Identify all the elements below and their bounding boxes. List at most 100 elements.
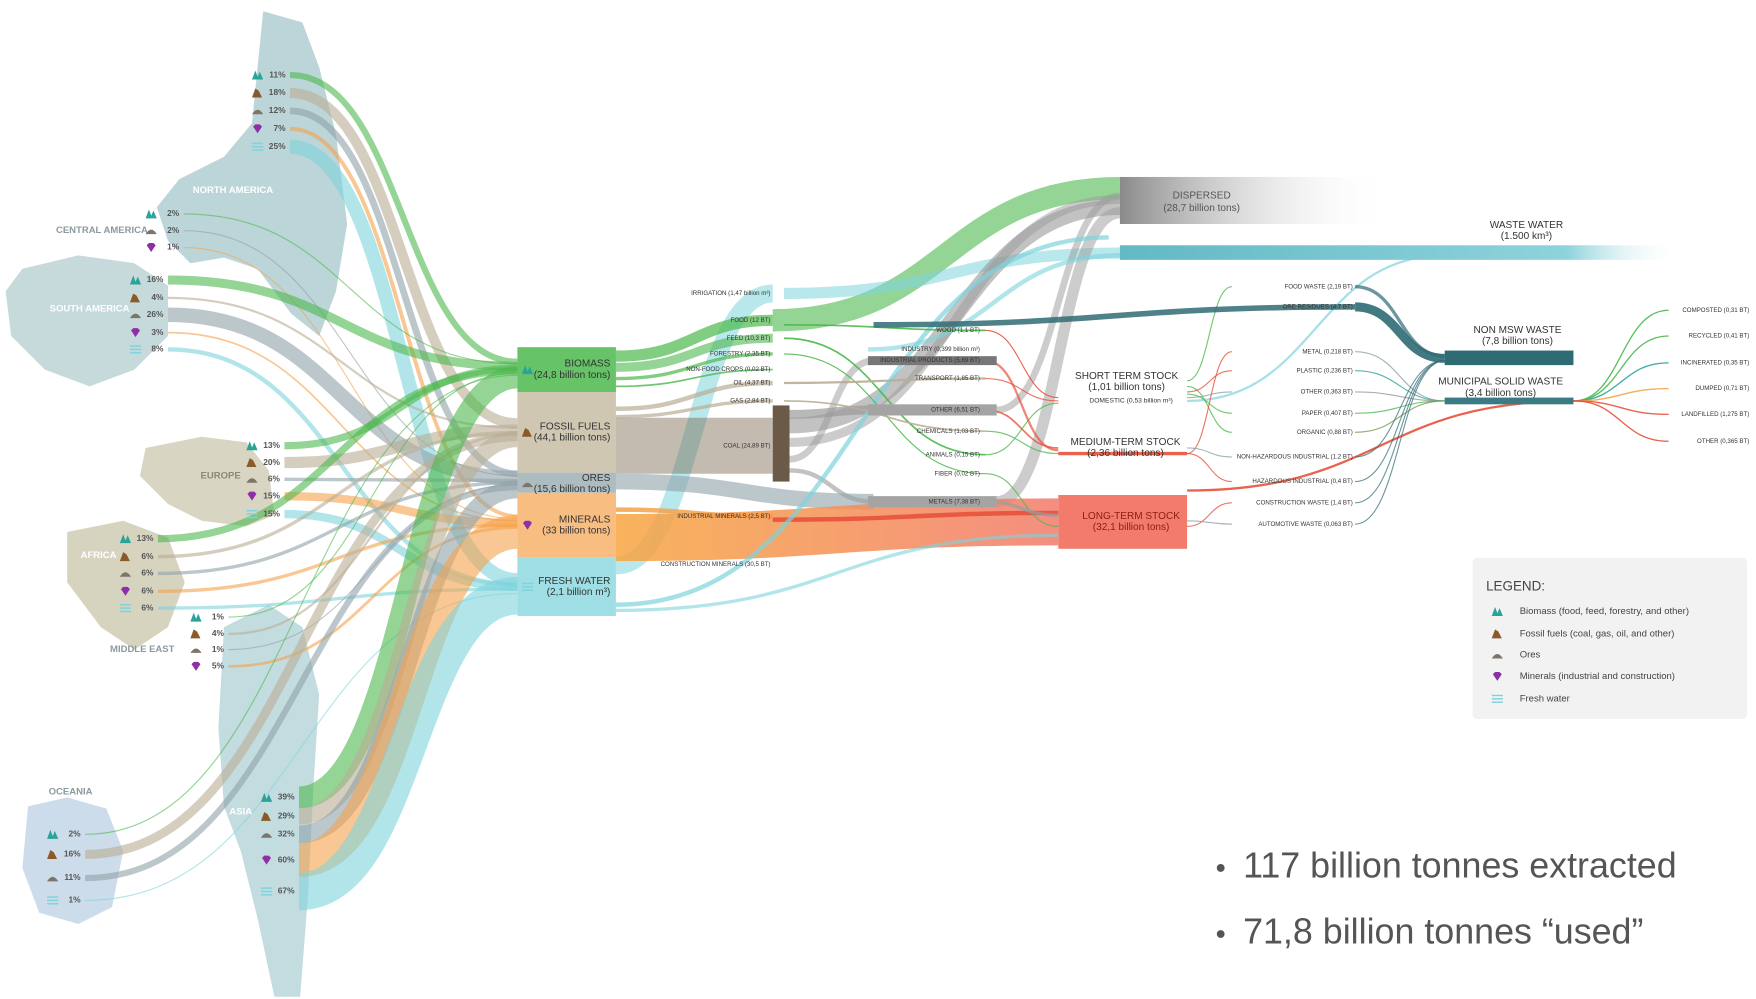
region-share: 2%	[167, 208, 180, 218]
flow	[1187, 521, 1232, 524]
waste-type-label: OTHER (0,363 BT)	[1301, 389, 1353, 396]
use-label: FIBER (0,02 BT)	[935, 470, 980, 477]
region-share: 3%	[151, 327, 164, 337]
source-name: FOSSIL FUELS	[540, 421, 611, 432]
treatment-label: LANDFILLED (1,275 BT)	[1681, 411, 1749, 418]
region-share: 20%	[263, 457, 280, 467]
region-share: 11%	[64, 872, 81, 882]
source-amount: (24,8 billion tons)	[534, 370, 611, 381]
region-name: MIDDLE EAST	[110, 644, 175, 655]
treatment-label: COMPOSTED (0,31 BT)	[1682, 307, 1749, 314]
resource-label: INDUSTRIAL MINERALS (2,5 BT)	[677, 513, 770, 520]
waste-type-label: CONSTRUCTION WASTE (1,4 BT)	[1256, 499, 1353, 506]
region-share: 32%	[278, 829, 295, 839]
use-label: ANIMALS (0,15 BT)	[926, 451, 980, 458]
stock-name: SHORT TERM STOCK	[1075, 371, 1179, 382]
region-share: 1%	[212, 611, 225, 621]
region-share: 4%	[151, 292, 164, 302]
flow	[1187, 352, 1232, 454]
region-name: CENTRAL AMERICA	[56, 225, 148, 236]
use-label: WOOD (1,1 BT)	[936, 327, 980, 334]
south-america	[6, 255, 168, 386]
region-share: 2%	[167, 225, 180, 235]
mineral-icon	[147, 243, 156, 252]
resource-label: FORESTRY (2,35 BT)	[710, 351, 771, 358]
biomass-icon	[146, 209, 157, 218]
use-label: INDUSTRY (0,399 billion m³)	[901, 346, 980, 353]
sankey-infographic: NORTH AMERICA11%18%12%7%25%CENTRAL AMERI…	[0, 0, 1756, 999]
resource-label: CONSTRUCTION MINERALS (30,5 BT)	[661, 561, 771, 568]
region-share: 13%	[137, 533, 154, 543]
source-amount: (33 billion tons)	[542, 526, 610, 537]
region-share: 12%	[269, 105, 286, 115]
resource-label: FOOD (12 BT)	[731, 317, 771, 324]
waste-type-label: PLASTIC (0,236 BT)	[1297, 367, 1353, 374]
resource-label: GAS (2,84 BT)	[730, 398, 770, 405]
treatment-label: RECYCLED (0,41 BT)	[1689, 333, 1750, 340]
waste-group-name: NON MSW WASTE	[1473, 325, 1561, 336]
flow	[1355, 361, 1445, 482]
waste-water-bar	[1120, 245, 1680, 260]
source-name: FRESH WATER	[538, 576, 610, 587]
region-name: NORTH AMERICA	[193, 185, 274, 196]
fossil-icon	[190, 629, 200, 638]
bullet-text: 71,8 billion tonnes “used”	[1243, 911, 1643, 951]
resource-label: OIL (4,37 BT)	[734, 380, 771, 387]
legend-item: Fossil fuels (coal, gas, oil, and other)	[1520, 628, 1675, 639]
bullet-text: 117 billion tonnes extracted	[1243, 845, 1677, 885]
source-amount: (2,1 billion m³)	[547, 587, 611, 598]
use-label: INDUSTRIAL PRODUCTS (5,69 BT)	[880, 357, 980, 364]
region-share: 1%	[212, 644, 225, 654]
use-label: METALS (7,38 BT)	[928, 498, 979, 505]
flow	[1187, 386, 1232, 432]
flow	[1355, 287, 1445, 356]
output-amount: (28,7 billion tons)	[1163, 203, 1240, 214]
region-share: 7%	[273, 123, 286, 133]
stock-amount: (32,1 billion tons)	[1093, 522, 1170, 533]
resource-label: IRRIGATION (1,47 billion m³)	[691, 290, 770, 297]
waste-type-label: NON-HAZARDOUS INDUSTRIAL (1,2 BT)	[1237, 454, 1353, 461]
flow	[1355, 401, 1445, 432]
flow	[284, 479, 517, 480]
region-share: 1%	[69, 895, 82, 905]
flow	[1573, 336, 1668, 401]
region-share: 6%	[141, 602, 154, 612]
biomass-icon	[190, 613, 201, 622]
waste-group-name: MUNICIPAL SOLID WASTE	[1438, 377, 1563, 388]
source-name: ORES	[582, 473, 611, 484]
region-share: 18%	[269, 87, 286, 97]
region-share: 16%	[64, 849, 81, 859]
region-share: 15%	[263, 490, 280, 500]
region-share: 67%	[278, 886, 295, 896]
region-share: 8%	[151, 344, 164, 354]
legend-item: Ores	[1520, 650, 1541, 661]
resource-label: FEED (10,3 BT)	[727, 335, 771, 342]
source-name: BIOMASS	[564, 359, 610, 370]
legend-title: LEGEND:	[1486, 578, 1545, 593]
treatment-label: INCINERATED (0,35 BT)	[1681, 359, 1749, 366]
source-name: MINERALS	[559, 514, 611, 525]
region-name: SOUTH AMERICA	[50, 304, 130, 315]
output-name: WASTE WATER	[1490, 220, 1563, 231]
output-amount: (1.500 km³)	[1501, 231, 1552, 242]
waste-type-label: HAZARDOUS INDUSTRIAL (0,4 BT)	[1252, 478, 1352, 485]
region-share: 6%	[141, 586, 154, 596]
domestic-label: DOMESTIC (0,53 billion m³)	[1089, 398, 1172, 405]
region-name: ASIA	[229, 806, 252, 817]
region-name: EUROPE	[201, 470, 241, 481]
waste-type-label: ORGANIC (0,88 BT)	[1297, 429, 1353, 436]
region-share: 6%	[141, 568, 154, 578]
flow	[616, 482, 874, 502]
waste-type-label: FOOD WASTE (2,19 BT)	[1284, 283, 1352, 290]
region-name: OCEANIA	[49, 786, 93, 797]
region-share: 13%	[263, 440, 280, 450]
region-name: AFRICA	[81, 550, 117, 561]
stock-amount: (1,01 billion tons)	[1088, 382, 1165, 393]
flow	[1355, 401, 1445, 413]
flow	[1187, 371, 1232, 392]
region-share: 16%	[147, 274, 164, 284]
region-share: 26%	[147, 309, 164, 319]
waste-type-label: PAPER (0,407 BT)	[1302, 410, 1353, 417]
source-amount: (44,1 billion tons)	[534, 433, 611, 444]
flow	[1355, 307, 1445, 359]
